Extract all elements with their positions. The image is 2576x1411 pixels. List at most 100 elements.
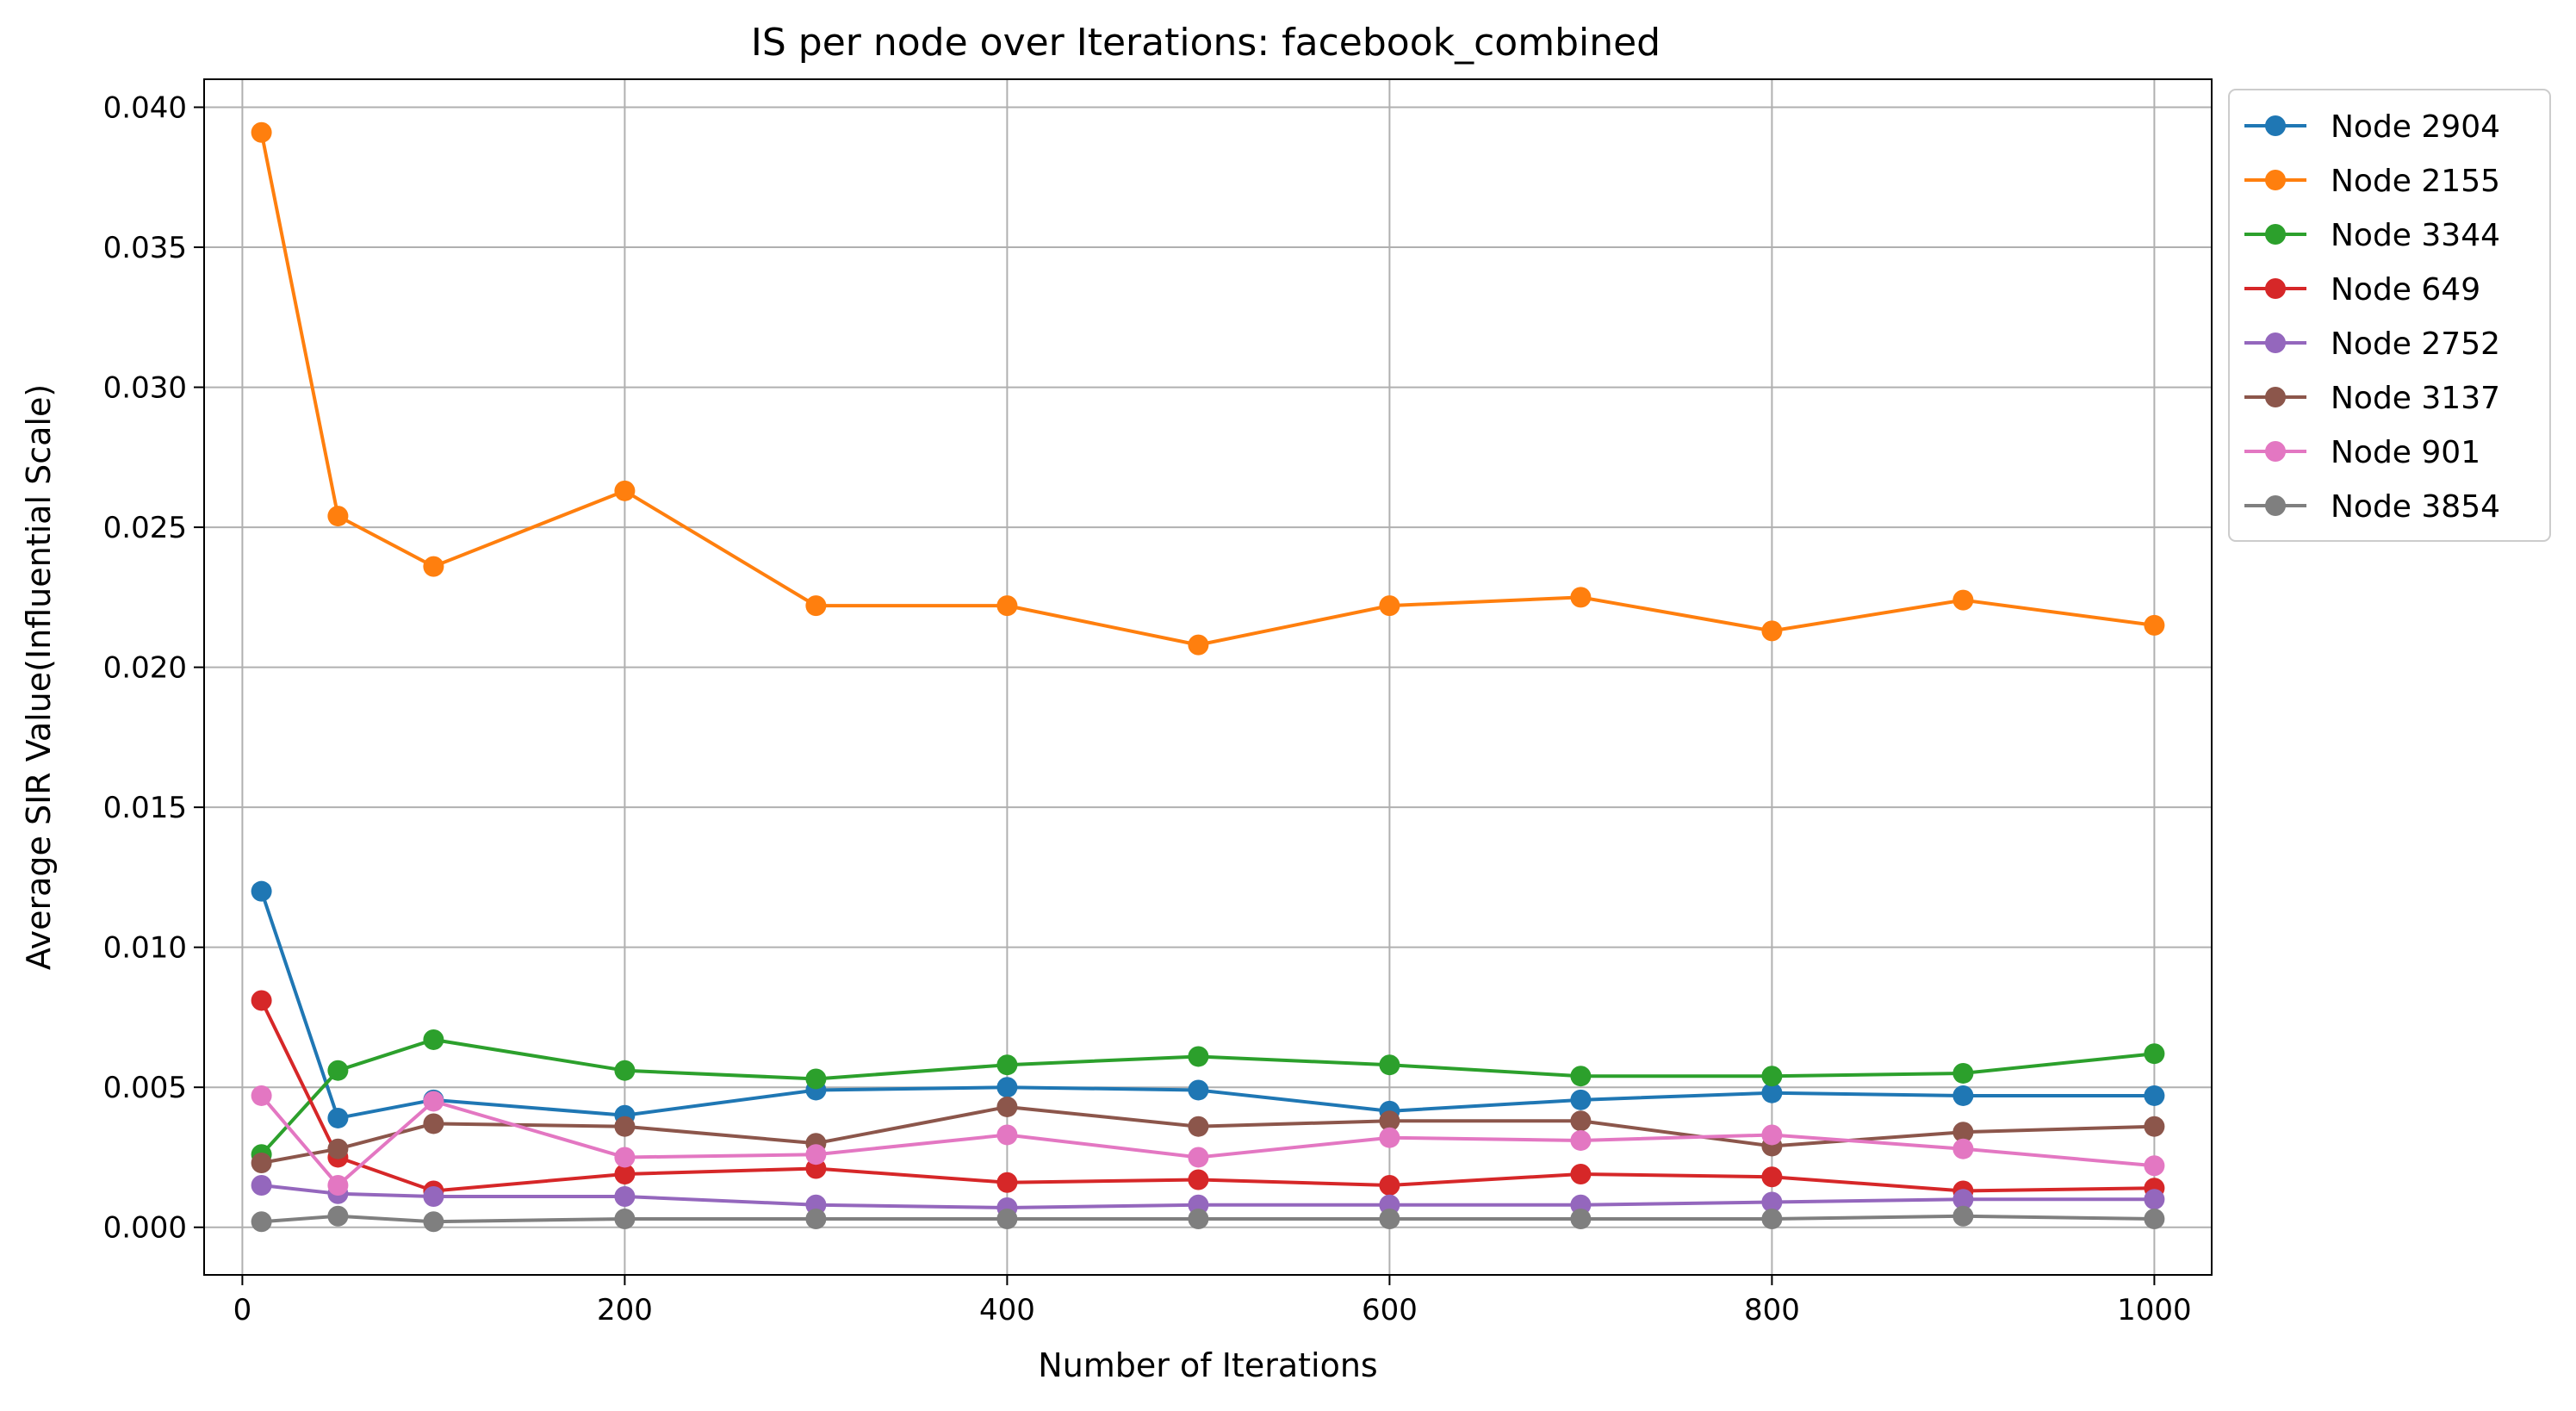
data-point xyxy=(1952,1085,1974,1106)
series-line xyxy=(259,132,2155,647)
data-point xyxy=(2144,1155,2165,1177)
data-point xyxy=(251,1211,272,1233)
data-point xyxy=(1188,1079,1209,1101)
y-tick-label: 0.030 xyxy=(103,371,187,406)
plot-area-frame xyxy=(203,78,2213,1276)
series-line xyxy=(260,1037,2155,1156)
data-point xyxy=(1952,1122,1974,1143)
data-point xyxy=(2144,1085,2165,1106)
data-point xyxy=(1570,1129,1592,1151)
data-point xyxy=(1570,1066,1592,1087)
data-point xyxy=(1570,587,1592,608)
legend-label: Node 2752 xyxy=(2331,326,2500,362)
data-point xyxy=(2144,614,2165,636)
y-tick-label: 0.010 xyxy=(103,931,187,966)
legend-box xyxy=(2228,89,2551,542)
grid xyxy=(204,79,2212,1275)
data-point xyxy=(805,1144,827,1165)
y-tick-label: 0.025 xyxy=(103,511,187,545)
series-node-2904 xyxy=(251,880,2165,1128)
legend-item: Node 3344 xyxy=(2244,218,2500,253)
data-point xyxy=(423,556,444,577)
legend-marker xyxy=(2265,333,2286,353)
data-point xyxy=(251,990,272,1011)
legend-item: Node 3137 xyxy=(2244,381,2500,416)
data-point xyxy=(996,1208,1018,1229)
data-point xyxy=(805,595,827,617)
legend-item: Node 2904 xyxy=(2244,109,2500,145)
legend-label: Node 3854 xyxy=(2331,489,2500,525)
data-point xyxy=(1188,634,1209,656)
data-point xyxy=(327,1060,349,1081)
series-node-3344 xyxy=(251,1029,2165,1165)
legend-label: Node 2155 xyxy=(2331,164,2500,199)
series-layer xyxy=(251,121,2165,1233)
data-point xyxy=(614,1060,636,1081)
data-point xyxy=(423,1091,444,1112)
x-tick-label: 600 xyxy=(1362,1293,1418,1327)
series-node-3854 xyxy=(251,1205,2165,1233)
x-tick-label: 400 xyxy=(979,1293,1035,1327)
y-tick-label: 0.000 xyxy=(103,1211,187,1246)
chart-title: IS per node over Iterations: facebook_co… xyxy=(751,21,1660,65)
data-point xyxy=(1379,1174,1400,1196)
data-point xyxy=(1379,1054,1400,1076)
data-point xyxy=(423,1029,444,1050)
data-point xyxy=(327,506,349,527)
data-point xyxy=(1379,1208,1400,1229)
x-tick-label: 200 xyxy=(597,1293,653,1327)
data-point xyxy=(1761,1124,1783,1146)
data-point xyxy=(996,1096,1018,1117)
y-tick-label: 0.035 xyxy=(103,231,187,265)
data-point xyxy=(1761,1191,1783,1213)
data-point xyxy=(996,595,1018,617)
y-tick-label: 0.040 xyxy=(103,91,187,126)
x-tick-label: 1000 xyxy=(2117,1293,2192,1327)
data-point xyxy=(327,1174,349,1196)
data-point xyxy=(251,1174,272,1196)
data-point xyxy=(1952,1189,1974,1210)
data-point xyxy=(805,1068,827,1090)
x-tick-label: 800 xyxy=(1744,1293,1800,1327)
series-line xyxy=(259,891,2155,1120)
legend-label: Node 901 xyxy=(2331,435,2480,470)
y-tick-label: 0.005 xyxy=(103,1071,187,1105)
data-point xyxy=(614,1116,636,1137)
data-point xyxy=(1761,620,1783,642)
data-point xyxy=(2144,1208,2165,1229)
data-point xyxy=(1188,1169,1209,1190)
data-point xyxy=(1761,1066,1783,1087)
legend-marker xyxy=(2265,495,2286,516)
data-point xyxy=(1570,1089,1592,1110)
data-point xyxy=(1188,1208,1209,1229)
legend-label: Node 2904 xyxy=(2331,109,2500,145)
legend-marker xyxy=(2265,224,2286,245)
data-point xyxy=(251,1085,272,1106)
data-point xyxy=(1952,1205,1974,1227)
legend-marker xyxy=(2265,387,2286,407)
data-point xyxy=(2144,1116,2165,1137)
series-line xyxy=(261,1214,2155,1224)
data-point xyxy=(423,1113,444,1134)
series-line xyxy=(260,1094,2155,1187)
data-point xyxy=(1379,1110,1400,1132)
data-point xyxy=(1570,1163,1592,1184)
data-point xyxy=(1379,595,1400,617)
data-point xyxy=(614,1208,636,1229)
data-point xyxy=(251,1152,272,1173)
series-node-2155 xyxy=(251,121,2165,656)
data-point xyxy=(996,1124,1018,1146)
legend: Node 2904 Node 2155 Node 3344 Node 649 Node … xyxy=(2228,89,2551,542)
legend-marker xyxy=(2265,278,2286,299)
data-point xyxy=(1761,1082,1783,1103)
data-point xyxy=(1761,1208,1783,1229)
legend-marker xyxy=(2265,170,2286,190)
x-tick-label: 0 xyxy=(233,1293,252,1327)
legend-item: Node 649 xyxy=(2244,272,2480,308)
legend-label: Node 3137 xyxy=(2331,381,2500,416)
data-point xyxy=(614,1163,636,1184)
x-axis-label: Number of Iterations xyxy=(1038,1346,1377,1384)
legend-item: Node 2155 xyxy=(2244,164,2500,199)
data-point xyxy=(1952,1062,1974,1084)
